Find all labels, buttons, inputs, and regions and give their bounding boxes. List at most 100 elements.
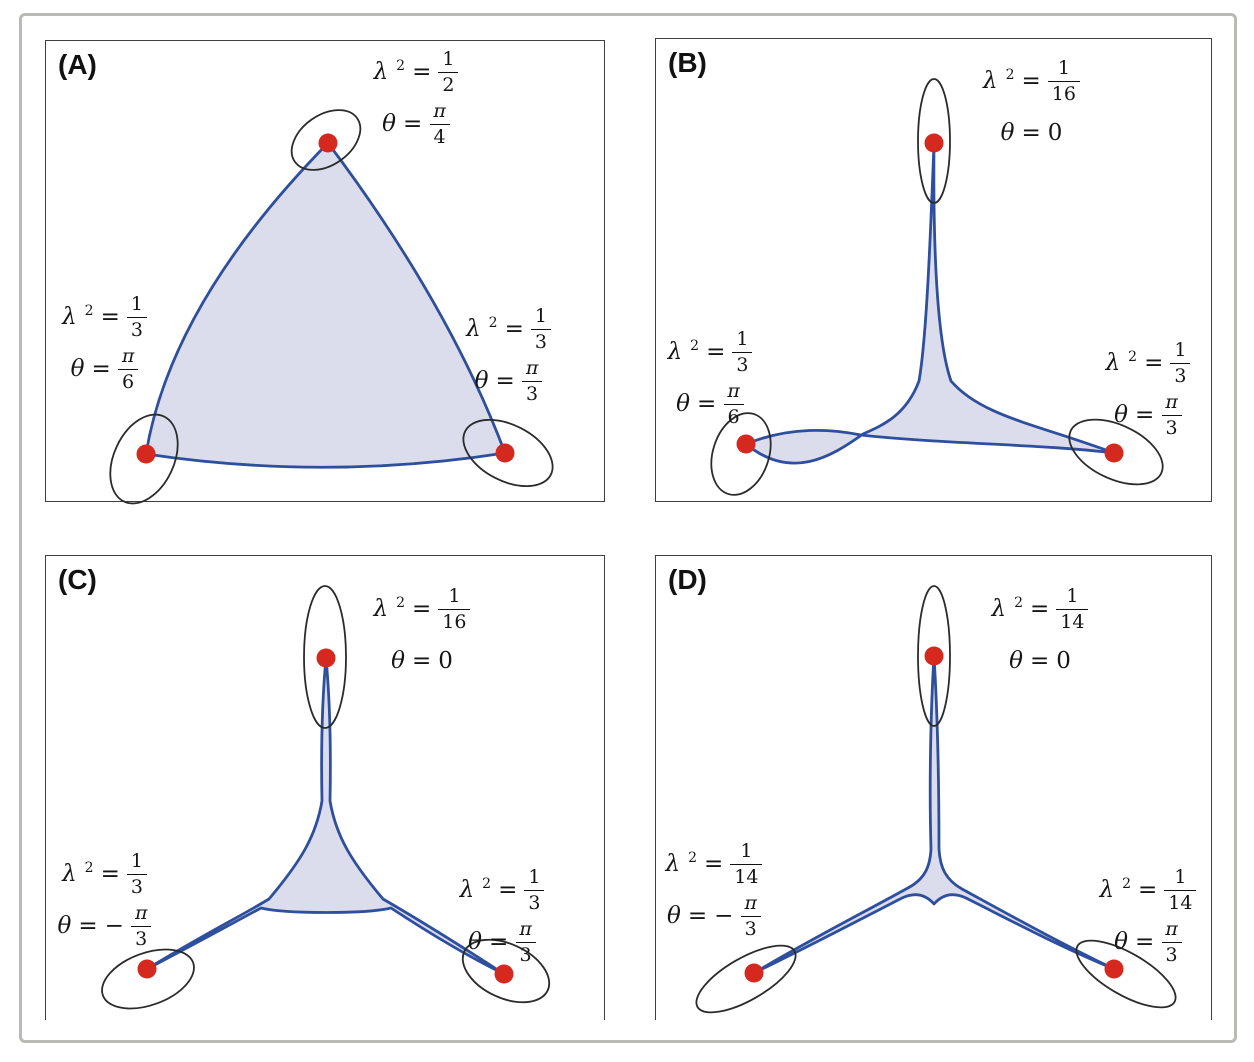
- lambda-fraction-numerator: 1: [1057, 56, 1070, 79]
- panel-B: (B) λ 2 = 1 16 θ = 0 λ 2 = 1 3 θ = π 6 λ 2 = 1 3 θ = π 3: [655, 38, 1212, 502]
- theta-fraction-denominator: 3: [740, 915, 761, 939]
- panel-letter: (A): [58, 49, 97, 80]
- panel-letter: (D): [668, 564, 707, 595]
- theta-expression: θ = π 3: [1114, 916, 1182, 968]
- lambda-fraction: 1 14: [1164, 865, 1197, 913]
- lambda-fraction-numerator: 1: [1174, 865, 1187, 888]
- equals-sign: =: [1135, 402, 1155, 428]
- lambda-exponent: 2: [1014, 595, 1024, 611]
- equals-sign: =: [100, 861, 120, 887]
- theta-fraction-numerator: π: [1165, 917, 1178, 940]
- vertex-label-top: λ 2 = 1 14 θ = 0: [984, 583, 1096, 687]
- vertex-dot-right: [495, 443, 515, 463]
- lambda-fraction-numerator: 1: [528, 865, 541, 888]
- lambda-fraction-numerator: 1: [1066, 584, 1079, 607]
- vertex-ellipse-left: [101, 948, 195, 1010]
- lambda-expression: λ 2 = 1 3: [466, 303, 551, 355]
- lambda-symbol: λ: [62, 861, 77, 887]
- theta-expression: θ = π 4: [382, 98, 450, 150]
- equals-sign: =: [403, 111, 423, 137]
- vertex-label-left: λ 2 = 1 3 θ = π 6: [52, 291, 157, 395]
- theta-symbol: θ: [1009, 648, 1023, 674]
- lambda-exponent: 2: [1122, 876, 1132, 892]
- theta-expression: θ = π 3: [1114, 389, 1182, 441]
- lambda-fraction-denominator: 3: [126, 873, 147, 897]
- lambda-expression: λ 2 = 1 3: [62, 848, 147, 900]
- theta-value: 0: [1047, 120, 1063, 146]
- lambda-exponent: 2: [396, 58, 406, 74]
- vertex-dot-top: [924, 133, 944, 153]
- equals-sign: =: [489, 929, 509, 955]
- theta-expression: θ = − π 3: [58, 900, 152, 952]
- theta-symbol: θ: [1114, 402, 1129, 428]
- three-arm-star-shape: [145, 656, 506, 976]
- theta-fraction-numerator: π: [433, 99, 446, 122]
- vertex-dot-right: [1104, 959, 1124, 979]
- panel-B-drawing: [710, 78, 1164, 496]
- lambda-fraction-denominator: 16: [1047, 80, 1080, 104]
- lambda-exponent: 2: [84, 303, 94, 319]
- theta-fraction-numerator: π: [727, 379, 740, 402]
- theta-symbol: θ: [1000, 120, 1015, 146]
- lambda-expression: λ 2 = 1 16: [374, 583, 471, 635]
- vertex-ellipse-right: [1075, 939, 1177, 1009]
- lambda-exponent: 2: [1005, 67, 1015, 83]
- lambda-fraction-numerator: 1: [736, 327, 749, 350]
- vertex-dot-right: [1104, 443, 1124, 463]
- lambda-symbol: λ: [62, 304, 77, 330]
- lambda-exponent: 2: [1128, 349, 1138, 365]
- lambda-expression: λ 2 = 1 14: [992, 583, 1089, 635]
- panel-A-drawing: [109, 109, 554, 505]
- theta-symbol: θ: [70, 356, 85, 382]
- equals-sign: =: [1029, 648, 1050, 674]
- lambda-fraction-numerator: 1: [130, 292, 143, 315]
- lambda-expression: λ 2 = 1 2: [374, 46, 459, 98]
- vertex-dot-top: [316, 648, 336, 668]
- theta-expression: θ = π 6: [676, 378, 744, 430]
- panel-C: (C) λ 2 = 1 16 θ = 0 λ 2 = 1 3 θ = − π 3 λ 2 = 1 3 θ = π 3: [45, 555, 605, 1020]
- vertex-label-left: λ 2 = 1 3 θ = π 6: [660, 326, 760, 430]
- vertex-ellipse-left: [695, 944, 797, 1014]
- vertex-label-top: λ 2 = 1 16 θ = 0: [362, 583, 482, 687]
- equals-sign: =: [697, 391, 717, 417]
- theta-symbol: θ: [474, 368, 489, 394]
- vertex-dot-left: [136, 444, 156, 464]
- lambda-symbol: λ: [991, 596, 1007, 622]
- lambda-fraction-denominator: 14: [1164, 889, 1197, 913]
- theta-symbol: θ: [468, 929, 483, 955]
- vertex-dot-left: [137, 959, 157, 979]
- vertex-label-right: λ 2 = 1 3 θ = π 3: [1094, 337, 1202, 441]
- theta-fraction-denominator: 4: [429, 123, 450, 147]
- theta-fraction-numerator: π: [134, 901, 148, 924]
- narrow-three-arm-star-shape: [752, 654, 1116, 975]
- theta-value: 0: [438, 648, 453, 674]
- lambda-fraction-numerator: 1: [130, 849, 143, 872]
- equals-sign: =: [706, 339, 726, 365]
- panel-C-drawing: [101, 585, 551, 1010]
- vertex-dot-top: [924, 646, 944, 666]
- vertex-ellipse-left: [710, 412, 772, 496]
- equals-sign: =: [704, 851, 724, 877]
- panel-letter: (B): [668, 47, 707, 78]
- theta-fraction-denominator: 3: [1161, 941, 1182, 965]
- vertex-label-top: λ 2 = 1 2 θ = π 4: [346, 46, 486, 150]
- equals-sign: =: [1144, 350, 1164, 376]
- lambda-expression: λ 2 = 1 16: [983, 55, 1080, 107]
- theta-fraction-numerator: π: [525, 356, 539, 379]
- theta-fraction-denominator: 6: [723, 403, 744, 427]
- equals-sign: =: [498, 877, 518, 903]
- lambda-expression: λ 2 = 1 3: [668, 326, 753, 378]
- equals-sign: =: [1030, 596, 1050, 622]
- lambda-symbol: λ: [665, 851, 681, 877]
- lambda-fraction-denominator: 3: [1170, 362, 1191, 386]
- vertex-dot-right: [494, 964, 514, 984]
- vertex-label-right: λ 2 = 1 14 θ = π 3: [1094, 864, 1202, 968]
- lambda-symbol: λ: [1105, 350, 1121, 376]
